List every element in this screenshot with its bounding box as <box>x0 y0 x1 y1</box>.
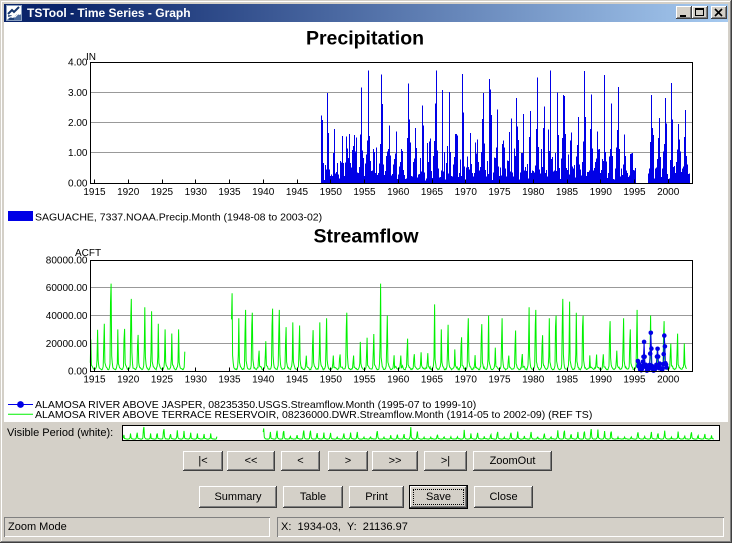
svg-text:ALAMOSA RIVER ABOVE JASPER, 08: ALAMOSA RIVER ABOVE JASPER, 08235350.USG… <box>35 399 476 411</box>
svg-text:1985: 1985 <box>556 375 579 386</box>
svg-text:1935: 1935 <box>218 187 241 198</box>
svg-text:1935: 1935 <box>218 375 241 386</box>
svg-text:0.00: 0.00 <box>68 179 88 190</box>
svg-text:1995: 1995 <box>623 187 646 198</box>
svg-text:1920: 1920 <box>117 375 140 386</box>
svg-text:1955: 1955 <box>353 187 376 198</box>
svg-text:SAGUACHE, 7337.NOAA.Precip.Mon: SAGUACHE, 7337.NOAA.Precip.Month (1948-0… <box>35 212 322 224</box>
svg-text:0.00: 0.00 <box>68 367 88 378</box>
svg-text:IN: IN <box>86 52 96 63</box>
svg-text:1985: 1985 <box>556 187 579 198</box>
svg-text:1915: 1915 <box>83 375 106 386</box>
svg-text:Streamflow: Streamflow <box>313 226 419 248</box>
svg-text:1975: 1975 <box>488 187 511 198</box>
svg-text:1930: 1930 <box>185 187 208 198</box>
svg-text:60000.00: 60000.00 <box>46 283 88 294</box>
svg-text:1940: 1940 <box>252 375 275 386</box>
svg-text:1945: 1945 <box>286 187 309 198</box>
svg-text:ACFT: ACFT <box>75 248 101 259</box>
svg-text:ALAMOSA RIVER ABOVE TERRACE RE: ALAMOSA RIVER ABOVE TERRACE RESERVOIR, 0… <box>35 409 592 421</box>
svg-text:20000.00: 20000.00 <box>46 339 88 350</box>
svg-text:2000: 2000 <box>657 375 680 386</box>
svg-text:1945: 1945 <box>286 375 309 386</box>
svg-text:1925: 1925 <box>151 187 174 198</box>
svg-text:1930: 1930 <box>185 375 208 386</box>
svg-text:1990: 1990 <box>590 375 613 386</box>
svg-text:3.00: 3.00 <box>68 88 88 99</box>
svg-text:1925: 1925 <box>151 375 174 386</box>
svg-text:1990: 1990 <box>590 187 613 198</box>
svg-text:1970: 1970 <box>455 187 478 198</box>
svg-text:1975: 1975 <box>488 375 511 386</box>
svg-text:1915: 1915 <box>83 187 106 198</box>
svg-text:Precipitation: Precipitation <box>306 28 424 50</box>
svg-text:1980: 1980 <box>522 375 545 386</box>
svg-text:4.00: 4.00 <box>68 58 88 69</box>
svg-text:1950: 1950 <box>320 187 343 198</box>
svg-text:1965: 1965 <box>421 187 444 198</box>
svg-text:1965: 1965 <box>421 375 444 386</box>
svg-text:1920: 1920 <box>117 187 140 198</box>
svg-text:2000: 2000 <box>657 187 680 198</box>
svg-text:80000.00: 80000.00 <box>46 256 88 267</box>
svg-text:1980: 1980 <box>522 187 545 198</box>
svg-text:1940: 1940 <box>252 187 275 198</box>
svg-text:1960: 1960 <box>387 375 410 386</box>
svg-text:1950: 1950 <box>320 375 343 386</box>
svg-text:1960: 1960 <box>387 187 410 198</box>
svg-text:2.00: 2.00 <box>68 118 88 129</box>
svg-text:1.00: 1.00 <box>68 148 88 159</box>
svg-text:1955: 1955 <box>353 375 376 386</box>
svg-text:1970: 1970 <box>455 375 478 386</box>
svg-text:40000.00: 40000.00 <box>46 311 88 322</box>
svg-text:1995: 1995 <box>623 375 646 386</box>
